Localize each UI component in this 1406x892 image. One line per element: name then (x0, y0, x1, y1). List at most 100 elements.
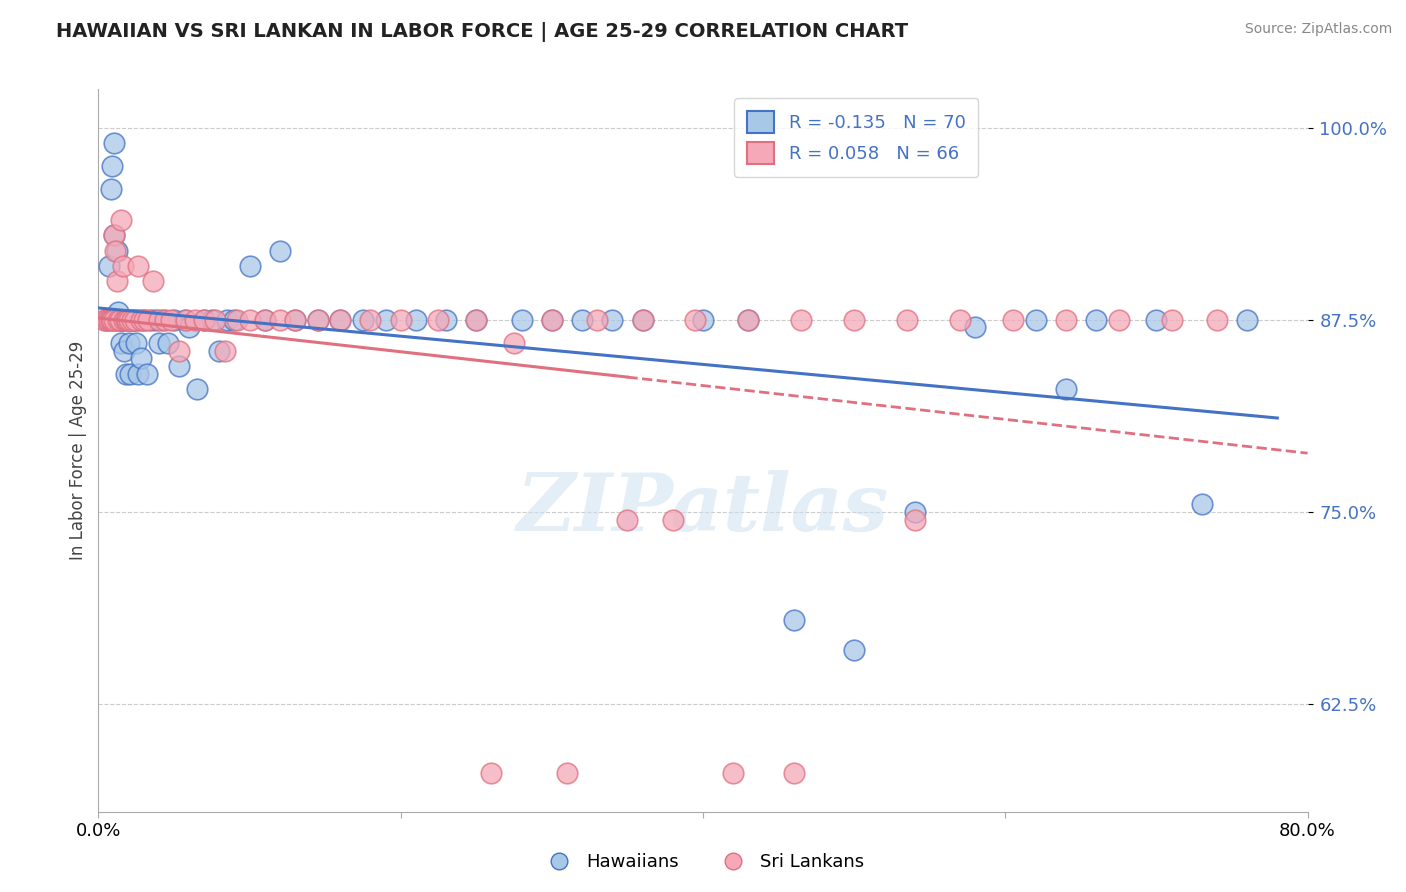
Point (98, 313, 121, 327)
Point (904, 513, 927, 527)
Point (132, 313, 155, 327)
Point (108, 313, 131, 327)
Point (121, 313, 143, 327)
Point (269, 244, 291, 258)
Point (148, 313, 170, 327)
Point (307, 313, 329, 327)
Text: ZIPatlas: ZIPatlas (517, 469, 889, 547)
Point (156, 335, 179, 350)
Point (284, 313, 307, 327)
Point (661, 513, 683, 527)
Y-axis label: In Labor Force | Age 25-29: In Labor Force | Age 25-29 (69, 341, 87, 560)
Point (110, 335, 132, 350)
Point (107, 305, 129, 319)
Point (111, 313, 134, 327)
Point (103, 136, 125, 150)
Point (129, 313, 152, 327)
Point (179, 320, 201, 334)
Point (1108, 313, 1130, 327)
Point (215, 313, 238, 327)
Point (1160, 313, 1182, 327)
Point (783, 613, 806, 627)
Point (1054, 382, 1077, 396)
Point (111, 259, 134, 273)
Point (1144, 313, 1167, 327)
Point (145, 313, 167, 327)
Point (114, 367, 136, 381)
Point (329, 313, 352, 327)
Point (481, 766, 503, 780)
Point (307, 313, 329, 327)
Point (965, 320, 987, 334)
Point (253, 313, 276, 327)
Point (136, 313, 159, 327)
Point (631, 313, 654, 327)
Point (122, 313, 145, 327)
Point (503, 335, 526, 350)
Point (115, 313, 138, 327)
Point (555, 766, 578, 780)
Point (184, 313, 207, 327)
Point (163, 313, 186, 327)
Point (129, 351, 152, 366)
Point (174, 313, 197, 327)
Point (389, 313, 412, 327)
Point (1085, 313, 1108, 327)
Point (586, 313, 609, 327)
Point (284, 313, 307, 327)
Point (239, 313, 262, 327)
Point (112, 313, 135, 327)
Point (602, 313, 624, 327)
Point (374, 313, 396, 327)
Point (253, 313, 276, 327)
Point (124, 313, 146, 327)
Point (844, 643, 866, 657)
Point (112, 343, 135, 358)
Point (1206, 313, 1229, 327)
Point (193, 313, 215, 327)
Point (167, 359, 190, 373)
Point (98, 259, 121, 273)
Point (103, 228, 125, 243)
Point (96, 313, 118, 327)
Point (121, 313, 143, 327)
Point (783, 766, 806, 780)
Point (844, 313, 866, 327)
Point (904, 505, 927, 519)
Point (94, 313, 117, 327)
Point (226, 313, 249, 327)
Point (360, 313, 382, 327)
Point (631, 313, 654, 327)
Point (132, 313, 155, 327)
Point (540, 313, 562, 327)
Point (108, 313, 131, 327)
Point (193, 313, 215, 327)
Point (208, 343, 231, 358)
Point (104, 313, 127, 327)
Point (737, 313, 759, 327)
Point (465, 313, 488, 327)
Point (186, 382, 208, 396)
Point (104, 244, 127, 258)
Point (790, 313, 813, 327)
Point (103, 228, 125, 243)
Point (896, 313, 918, 327)
Point (135, 367, 157, 381)
Point (269, 313, 291, 327)
Point (427, 313, 450, 327)
Text: HAWAIIAN VS SRI LANKAN IN LABOR FORCE | AGE 25-29 CORRELATION CHART: HAWAIIAN VS SRI LANKAN IN LABOR FORCE | … (56, 22, 908, 42)
Point (1024, 313, 1046, 327)
Point (167, 343, 190, 358)
Point (685, 313, 707, 327)
Point (127, 367, 149, 381)
Point (127, 259, 149, 273)
Point (692, 313, 714, 327)
Point (465, 313, 488, 327)
Point (1191, 497, 1213, 511)
Point (114, 313, 136, 327)
Point (118, 335, 141, 350)
Point (141, 313, 163, 327)
Point (540, 313, 562, 327)
Point (110, 212, 132, 227)
Legend: R = -0.135   N = 70, R = 0.058   N = 66: R = -0.135 N = 70, R = 0.058 N = 66 (734, 98, 979, 177)
